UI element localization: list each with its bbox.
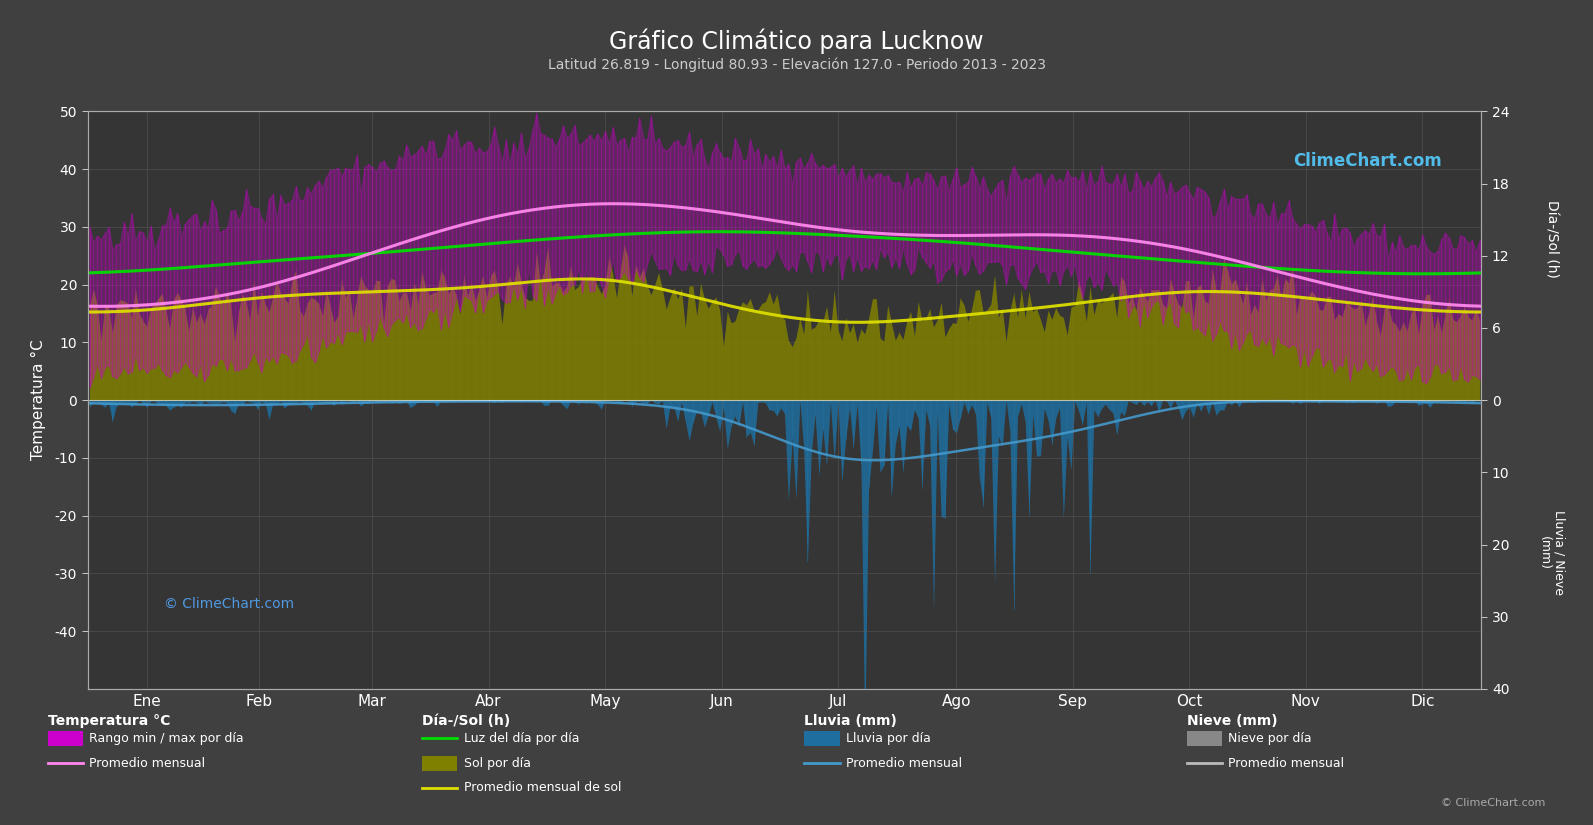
Text: Nieve por día: Nieve por día (1228, 732, 1311, 745)
Text: Día-/Sol (h): Día-/Sol (h) (1545, 200, 1558, 278)
Text: Promedio mensual: Promedio mensual (1228, 757, 1344, 770)
Text: © ClimeChart.com: © ClimeChart.com (1440, 799, 1545, 808)
Text: Temperatura °C: Temperatura °C (48, 714, 170, 728)
Text: Promedio mensual de sol: Promedio mensual de sol (464, 781, 621, 794)
Text: Lluvia por día: Lluvia por día (846, 732, 930, 745)
Text: Promedio mensual: Promedio mensual (846, 757, 962, 770)
Text: © ClimeChart.com: © ClimeChart.com (164, 597, 295, 611)
Text: Lluvia / Nieve
(mm): Lluvia / Nieve (mm) (1537, 510, 1566, 596)
Text: Lluvia (mm): Lluvia (mm) (804, 714, 897, 728)
Text: Sol por día: Sol por día (464, 757, 530, 770)
Text: Gráfico Climático para Lucknow: Gráfico Climático para Lucknow (609, 29, 984, 54)
Text: Luz del día por día: Luz del día por día (464, 732, 580, 745)
Text: Rango min / max por día: Rango min / max por día (89, 732, 244, 745)
Text: Día-/Sol (h): Día-/Sol (h) (422, 714, 510, 728)
Text: Latitud 26.819 - Longitud 80.93 - Elevación 127.0 - Periodo 2013 - 2023: Latitud 26.819 - Longitud 80.93 - Elevac… (548, 58, 1045, 73)
Text: Nieve (mm): Nieve (mm) (1187, 714, 1278, 728)
Y-axis label: Temperatura °C: Temperatura °C (32, 340, 46, 460)
Text: Promedio mensual: Promedio mensual (89, 757, 205, 770)
Text: ClimeChart.com: ClimeChart.com (1294, 153, 1442, 170)
